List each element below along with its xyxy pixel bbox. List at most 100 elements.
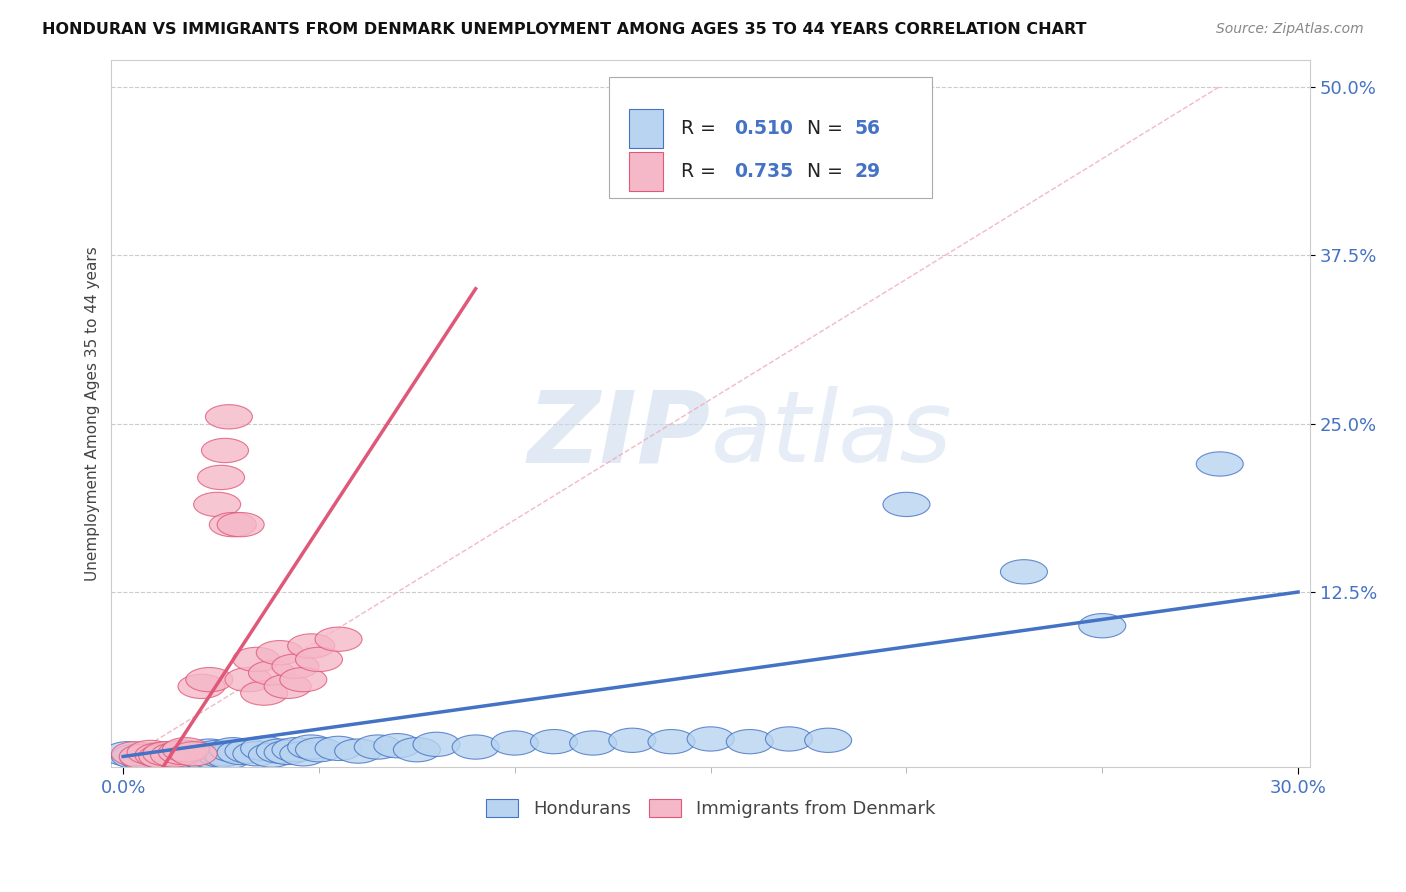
Ellipse shape bbox=[162, 738, 209, 762]
Ellipse shape bbox=[198, 743, 245, 767]
Text: 29: 29 bbox=[855, 162, 880, 181]
Ellipse shape bbox=[135, 743, 181, 767]
Text: R =: R = bbox=[681, 119, 721, 138]
FancyBboxPatch shape bbox=[609, 78, 932, 198]
Ellipse shape bbox=[295, 648, 343, 672]
Ellipse shape bbox=[146, 747, 194, 772]
Ellipse shape bbox=[179, 741, 225, 766]
Text: N =: N = bbox=[794, 162, 848, 181]
Ellipse shape bbox=[288, 634, 335, 658]
Ellipse shape bbox=[883, 492, 929, 516]
Ellipse shape bbox=[139, 744, 186, 769]
Ellipse shape bbox=[335, 739, 381, 764]
Legend: Hondurans, Immigrants from Denmark: Hondurans, Immigrants from Denmark bbox=[479, 792, 942, 825]
Ellipse shape bbox=[194, 740, 240, 764]
Ellipse shape bbox=[179, 674, 225, 698]
Text: ZIP: ZIP bbox=[527, 386, 710, 483]
Ellipse shape bbox=[194, 492, 240, 516]
Ellipse shape bbox=[295, 738, 343, 762]
Ellipse shape bbox=[209, 513, 256, 537]
Ellipse shape bbox=[135, 744, 181, 769]
Ellipse shape bbox=[765, 727, 813, 751]
Ellipse shape bbox=[174, 743, 221, 767]
Text: R =: R = bbox=[681, 162, 721, 181]
Ellipse shape bbox=[271, 738, 319, 762]
Ellipse shape bbox=[111, 744, 159, 769]
Ellipse shape bbox=[205, 744, 253, 769]
Text: atlas: atlas bbox=[710, 386, 952, 483]
Ellipse shape bbox=[1001, 559, 1047, 584]
Ellipse shape bbox=[225, 667, 271, 692]
Ellipse shape bbox=[159, 740, 205, 764]
Ellipse shape bbox=[609, 728, 655, 753]
Ellipse shape bbox=[256, 640, 304, 665]
Ellipse shape bbox=[143, 741, 190, 766]
Ellipse shape bbox=[162, 740, 209, 764]
Ellipse shape bbox=[453, 735, 499, 759]
Ellipse shape bbox=[491, 731, 538, 756]
Ellipse shape bbox=[648, 730, 695, 754]
Ellipse shape bbox=[354, 735, 401, 759]
Ellipse shape bbox=[190, 744, 236, 769]
FancyBboxPatch shape bbox=[628, 109, 662, 148]
Ellipse shape bbox=[233, 648, 280, 672]
Text: 0.510: 0.510 bbox=[734, 119, 793, 138]
Ellipse shape bbox=[413, 732, 460, 756]
Ellipse shape bbox=[530, 730, 578, 754]
Ellipse shape bbox=[170, 747, 217, 772]
Ellipse shape bbox=[225, 739, 271, 764]
Ellipse shape bbox=[264, 674, 311, 698]
Ellipse shape bbox=[315, 627, 363, 651]
Ellipse shape bbox=[131, 747, 179, 772]
Ellipse shape bbox=[256, 739, 304, 764]
Ellipse shape bbox=[249, 743, 295, 767]
Ellipse shape bbox=[186, 739, 233, 764]
Text: 56: 56 bbox=[855, 119, 880, 138]
Ellipse shape bbox=[217, 740, 264, 764]
Ellipse shape bbox=[688, 727, 734, 751]
Ellipse shape bbox=[170, 741, 217, 766]
Ellipse shape bbox=[120, 744, 166, 769]
Ellipse shape bbox=[1197, 452, 1243, 476]
Text: 0.735: 0.735 bbox=[734, 162, 794, 181]
Ellipse shape bbox=[1078, 614, 1126, 638]
Ellipse shape bbox=[198, 466, 245, 490]
Ellipse shape bbox=[209, 738, 256, 762]
Ellipse shape bbox=[804, 728, 852, 753]
Ellipse shape bbox=[150, 744, 198, 769]
Ellipse shape bbox=[288, 735, 335, 759]
Ellipse shape bbox=[264, 740, 311, 764]
Ellipse shape bbox=[186, 667, 233, 692]
Ellipse shape bbox=[374, 733, 420, 758]
Ellipse shape bbox=[240, 736, 288, 761]
Ellipse shape bbox=[249, 661, 295, 685]
FancyBboxPatch shape bbox=[628, 152, 662, 191]
Ellipse shape bbox=[233, 741, 280, 766]
Ellipse shape bbox=[143, 741, 190, 766]
Ellipse shape bbox=[217, 513, 264, 537]
Ellipse shape bbox=[240, 681, 288, 706]
Ellipse shape bbox=[280, 667, 326, 692]
Ellipse shape bbox=[127, 743, 174, 767]
Ellipse shape bbox=[150, 743, 198, 767]
Ellipse shape bbox=[569, 731, 617, 756]
Ellipse shape bbox=[201, 741, 249, 766]
Text: HONDURAN VS IMMIGRANTS FROM DENMARK UNEMPLOYMENT AMONG AGES 35 TO 44 YEARS CORRE: HONDURAN VS IMMIGRANTS FROM DENMARK UNEM… bbox=[42, 22, 1087, 37]
Ellipse shape bbox=[159, 746, 205, 770]
Ellipse shape bbox=[280, 741, 326, 766]
Ellipse shape bbox=[271, 654, 319, 678]
Ellipse shape bbox=[127, 740, 174, 764]
Ellipse shape bbox=[315, 736, 363, 761]
Ellipse shape bbox=[104, 741, 150, 766]
Ellipse shape bbox=[120, 746, 166, 770]
Y-axis label: Unemployment Among Ages 35 to 44 years: Unemployment Among Ages 35 to 44 years bbox=[86, 246, 100, 581]
Ellipse shape bbox=[394, 738, 440, 762]
Ellipse shape bbox=[155, 743, 201, 767]
Ellipse shape bbox=[139, 746, 186, 770]
Text: N =: N = bbox=[794, 119, 848, 138]
Ellipse shape bbox=[727, 730, 773, 754]
Text: Source: ZipAtlas.com: Source: ZipAtlas.com bbox=[1216, 22, 1364, 37]
Ellipse shape bbox=[166, 744, 214, 769]
Ellipse shape bbox=[181, 746, 229, 770]
Ellipse shape bbox=[201, 438, 249, 463]
